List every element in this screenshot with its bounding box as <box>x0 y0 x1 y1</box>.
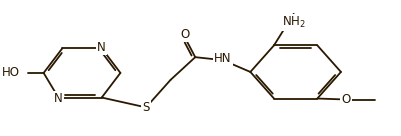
Text: O: O <box>181 28 190 41</box>
Text: HN: HN <box>214 52 231 65</box>
Text: HO: HO <box>2 66 20 79</box>
Text: N: N <box>54 92 63 105</box>
Text: NH$_2$: NH$_2$ <box>282 15 306 30</box>
Text: S: S <box>142 101 150 114</box>
Text: N: N <box>97 41 106 54</box>
Text: O: O <box>341 93 350 106</box>
